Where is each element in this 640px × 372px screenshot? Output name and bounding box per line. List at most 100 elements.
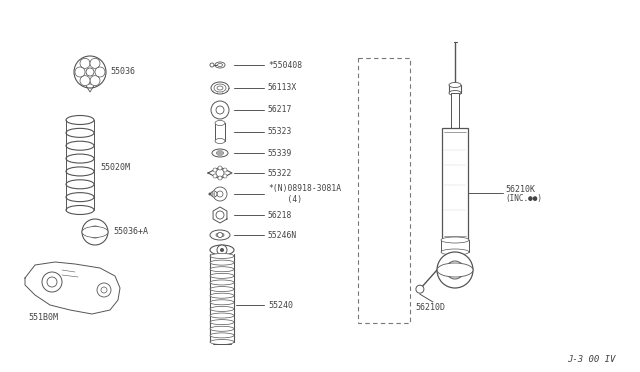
Ellipse shape: [217, 86, 223, 90]
Ellipse shape: [210, 340, 234, 344]
Circle shape: [75, 67, 85, 77]
Text: 56113X: 56113X: [268, 83, 297, 93]
Circle shape: [223, 168, 227, 172]
Ellipse shape: [210, 326, 234, 331]
Circle shape: [220, 248, 224, 252]
Circle shape: [90, 76, 100, 86]
Ellipse shape: [210, 245, 234, 255]
Ellipse shape: [66, 141, 94, 150]
Ellipse shape: [66, 180, 94, 189]
Circle shape: [216, 211, 224, 219]
Circle shape: [218, 166, 222, 170]
Circle shape: [209, 192, 211, 196]
Ellipse shape: [437, 263, 473, 277]
Circle shape: [211, 191, 217, 197]
Circle shape: [82, 219, 108, 245]
Ellipse shape: [214, 84, 226, 92]
Ellipse shape: [66, 128, 94, 137]
Circle shape: [90, 58, 100, 68]
Circle shape: [80, 76, 90, 86]
Circle shape: [218, 176, 222, 180]
Circle shape: [97, 283, 111, 297]
Text: *(N)08918-3081A
    (4): *(N)08918-3081A (4): [268, 184, 341, 204]
Circle shape: [216, 169, 224, 177]
Ellipse shape: [210, 286, 234, 292]
Ellipse shape: [210, 230, 230, 240]
Ellipse shape: [210, 307, 234, 311]
Text: J-3 00 IV: J-3 00 IV: [566, 356, 615, 365]
Text: 56218: 56218: [268, 211, 292, 219]
Circle shape: [217, 191, 223, 197]
Circle shape: [210, 63, 214, 67]
Text: 56217: 56217: [268, 106, 292, 115]
Ellipse shape: [66, 115, 94, 125]
Ellipse shape: [66, 167, 94, 176]
Ellipse shape: [210, 313, 234, 318]
Text: 55322: 55322: [268, 169, 292, 177]
Ellipse shape: [210, 260, 234, 265]
Ellipse shape: [216, 151, 223, 155]
Circle shape: [216, 106, 224, 114]
Text: 55036: 55036: [110, 67, 135, 77]
Text: 55036+A: 55036+A: [113, 228, 148, 237]
Ellipse shape: [211, 82, 229, 94]
Text: 55020M: 55020M: [100, 164, 130, 173]
Polygon shape: [213, 207, 227, 223]
Bar: [449, 85, 461, 93]
Ellipse shape: [215, 62, 225, 68]
Circle shape: [217, 245, 227, 255]
Circle shape: [211, 101, 229, 119]
Ellipse shape: [210, 293, 234, 298]
Circle shape: [446, 261, 464, 279]
Circle shape: [42, 272, 62, 292]
Polygon shape: [25, 262, 120, 314]
Circle shape: [218, 232, 223, 237]
Text: N: N: [212, 192, 214, 196]
Polygon shape: [85, 84, 95, 92]
Ellipse shape: [218, 64, 223, 67]
Circle shape: [213, 168, 217, 172]
Ellipse shape: [82, 227, 108, 237]
Text: 55246N: 55246N: [268, 231, 297, 240]
Circle shape: [80, 62, 100, 82]
Circle shape: [223, 174, 227, 178]
Ellipse shape: [441, 237, 469, 243]
Circle shape: [213, 187, 227, 201]
Circle shape: [80, 58, 90, 68]
Ellipse shape: [215, 121, 225, 125]
Circle shape: [47, 277, 57, 287]
Bar: [451, 93, 459, 128]
Text: 551B0M: 551B0M: [28, 314, 58, 323]
Ellipse shape: [210, 320, 234, 325]
Ellipse shape: [210, 333, 234, 338]
Ellipse shape: [210, 280, 234, 285]
Circle shape: [95, 67, 105, 77]
Circle shape: [86, 68, 94, 76]
Ellipse shape: [212, 149, 228, 157]
Ellipse shape: [216, 233, 224, 237]
Ellipse shape: [215, 138, 225, 144]
Circle shape: [101, 287, 107, 293]
Ellipse shape: [66, 205, 94, 215]
Circle shape: [416, 285, 424, 293]
Circle shape: [216, 150, 223, 157]
Text: 55323: 55323: [268, 128, 292, 137]
Ellipse shape: [449, 90, 461, 96]
Ellipse shape: [441, 249, 469, 255]
Ellipse shape: [210, 253, 234, 259]
Text: *550408: *550408: [268, 61, 302, 70]
Circle shape: [213, 174, 217, 178]
Text: (INC.●●): (INC.●●): [505, 195, 542, 203]
Polygon shape: [208, 167, 232, 179]
Text: 56210D: 56210D: [415, 304, 445, 312]
Circle shape: [74, 56, 106, 88]
Bar: [442, 128, 468, 240]
Circle shape: [89, 226, 101, 238]
Bar: [358, 58, 410, 323]
Ellipse shape: [210, 300, 234, 305]
Bar: [441, 240, 469, 252]
Circle shape: [437, 252, 473, 288]
Ellipse shape: [66, 193, 94, 202]
Ellipse shape: [210, 267, 234, 272]
Text: 55240: 55240: [268, 301, 293, 310]
